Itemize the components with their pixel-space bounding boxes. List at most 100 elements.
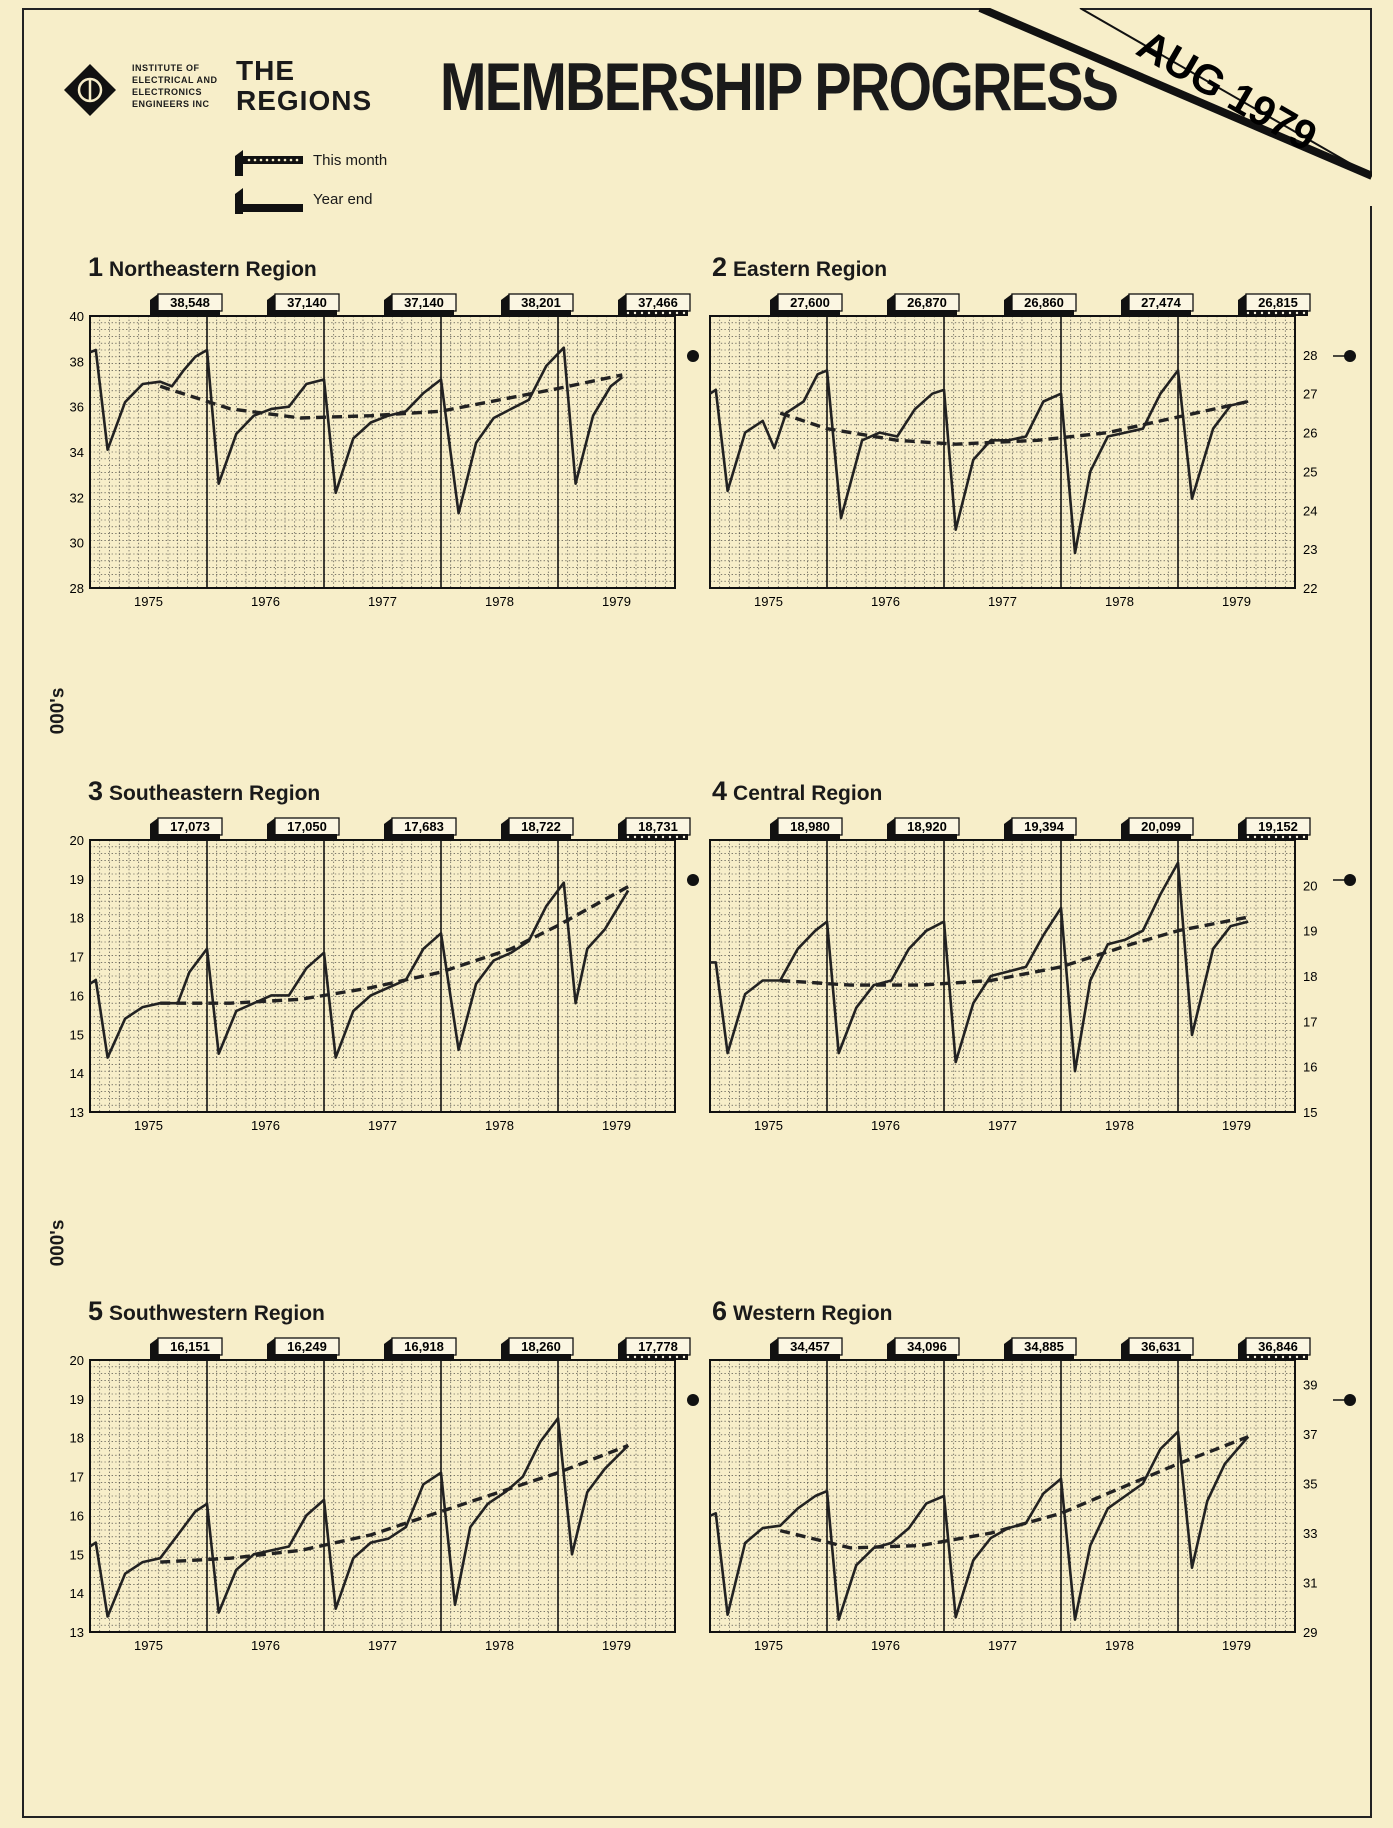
y-tick-label: 35 [1303, 1477, 1317, 1492]
this-month-flag: 18,731 [618, 817, 691, 840]
y-axis-label: 000's [47, 687, 69, 735]
year-end-flag: 27,474 [1121, 293, 1194, 316]
y-tick-label: 13 [70, 1105, 84, 1120]
year-end-flag: 34,457 [770, 1337, 843, 1360]
flag-value: 27,474 [1141, 295, 1182, 310]
y-tick-label: 16 [70, 1508, 84, 1523]
y-tick-label: 22 [1303, 581, 1317, 596]
flag-value: 37,466 [638, 295, 678, 310]
flag-value: 19,152 [1258, 819, 1298, 834]
x-tick-label: 1975 [754, 1638, 783, 1653]
y-tick-label: 15 [70, 1027, 84, 1042]
trend-line [160, 1443, 629, 1564]
this-month-flag: 19,152 [1238, 817, 1311, 840]
year-end-flag: 26,860 [1004, 293, 1077, 316]
x-tick-label: 1979 [1222, 1118, 1251, 1133]
x-tick-label: 1978 [485, 1638, 514, 1653]
year-end-flag: 19,394 [1004, 817, 1077, 840]
flag-value: 34,096 [907, 1339, 947, 1354]
x-tick-label: 1977 [988, 1638, 1017, 1653]
flag-value: 20,099 [1141, 819, 1181, 834]
y-tick-label: 17 [70, 950, 84, 965]
x-tick-label: 1975 [134, 594, 163, 609]
x-tick-label: 1976 [871, 1118, 900, 1133]
org-name: Institute of Electrical and Electronics … [132, 62, 218, 110]
grid [710, 1344, 1295, 1632]
x-tick-label: 1976 [251, 594, 280, 609]
this-month-marker [1333, 350, 1356, 362]
x-tick-label: 1976 [871, 594, 900, 609]
flag-value: 18,260 [521, 1339, 561, 1354]
flag-value: 34,457 [790, 1339, 830, 1354]
x-tick-label: 1978 [1105, 594, 1134, 609]
panel-title: 4 Central Region [712, 776, 882, 807]
legend-swatches [235, 150, 303, 214]
y-tick-label: 16 [70, 988, 84, 1003]
this-month-marker [1333, 1394, 1356, 1406]
year-end-flag: 37,140 [267, 293, 340, 316]
grid [710, 824, 1295, 1112]
y-tick-label: 24 [1303, 503, 1317, 518]
legend-this-month: This month [313, 152, 388, 169]
flag-value: 18,980 [790, 819, 830, 834]
panel-title: 5 Southwestern Region [88, 1296, 325, 1327]
flag-value: 17,073 [170, 819, 210, 834]
org-line: Electronics [132, 87, 203, 97]
panel-title: 6 Western Region [712, 1296, 893, 1327]
y-tick-label: 33 [1303, 1526, 1317, 1541]
y-axis-label: 000's [47, 1219, 69, 1267]
y-tick-label: 32 [70, 490, 84, 505]
this-month-flag: 17,778 [618, 1337, 691, 1360]
chart-eastern: 22 23 24 25 26 27 28 1975 1976 1977 1978 1979 27,600… [709, 293, 1356, 609]
x-tick-label: 1975 [754, 1118, 783, 1133]
x-tick-label: 1978 [485, 594, 514, 609]
flag-value: 17,778 [638, 1339, 678, 1354]
y-tick-label: 28 [70, 581, 84, 596]
year-end-flag: 17,683 [384, 817, 457, 840]
trend-line [779, 1435, 1249, 1550]
x-tick-label: 1979 [1222, 594, 1251, 609]
y-tick-label: 13 [70, 1625, 84, 1640]
ieee-logo [64, 64, 116, 116]
year-end-flag: 17,050 [267, 817, 340, 840]
x-tick-label: 1975 [134, 1118, 163, 1133]
regions-heading: THE REGIONS [236, 56, 372, 116]
plot-frame [709, 1359, 1296, 1633]
chart-southwestern: 13 14 15 16 17 18 19 20 1975 1976 1977 1978 1979 16,1… [70, 1337, 699, 1653]
y-tick-label: 14 [70, 1066, 84, 1081]
year-end-flag: 17,073 [150, 817, 223, 840]
y-tick-label: 15 [1303, 1105, 1317, 1120]
x-tick-label: 1979 [602, 1638, 631, 1653]
regions-line: THE [236, 55, 295, 86]
flag-value: 37,140 [404, 295, 444, 310]
this-month-marker [687, 350, 699, 362]
panel-title-text: Eastern Region [733, 258, 888, 281]
plot-frame [709, 315, 1296, 589]
y-tick-label: 28 [1303, 348, 1317, 363]
y-tick-label: 20 [70, 833, 84, 848]
y-tick-label: 18 [70, 1431, 84, 1446]
y-tick-label: 36 [70, 400, 84, 415]
panel-title-text: Southwestern Region [109, 1302, 325, 1325]
chart-central: 15 16 17 18 19 20 1975 1976 1977 1978 1979 18,980 18… [709, 817, 1356, 1133]
flag-value: 38,548 [170, 295, 210, 310]
x-tick-label: 1978 [485, 1118, 514, 1133]
plot-frame [89, 1359, 676, 1633]
chart-northeastern: 28 30 32 34 36 38 40 1975 1976 1977 1978 1979 38,548… [70, 293, 699, 609]
page-title: MEMBERSHIP PROGRESS [440, 49, 1119, 125]
x-tick-label: 1977 [988, 1118, 1017, 1133]
year-end-flag: 16,151 [150, 1337, 223, 1360]
trend-line [159, 373, 623, 420]
x-tick-label: 1979 [602, 1118, 631, 1133]
flag-value: 38,201 [521, 295, 561, 310]
year-end-flag: 34,096 [887, 1337, 960, 1360]
regions-line: REGIONS [236, 85, 373, 116]
chart-western: 29 31 33 35 37 39 1975 1976 1977 1978 1979 34,457 34… [709, 1337, 1356, 1653]
y-tick-label: 17 [70, 1470, 84, 1485]
y-tick-label: 20 [70, 1353, 84, 1368]
legend: This month Year end [233, 148, 387, 218]
year-end-flag: 38,201 [501, 293, 574, 316]
legend-year-end: Year end [313, 191, 373, 208]
grid [90, 300, 675, 588]
x-tick-label: 1978 [1105, 1118, 1134, 1133]
